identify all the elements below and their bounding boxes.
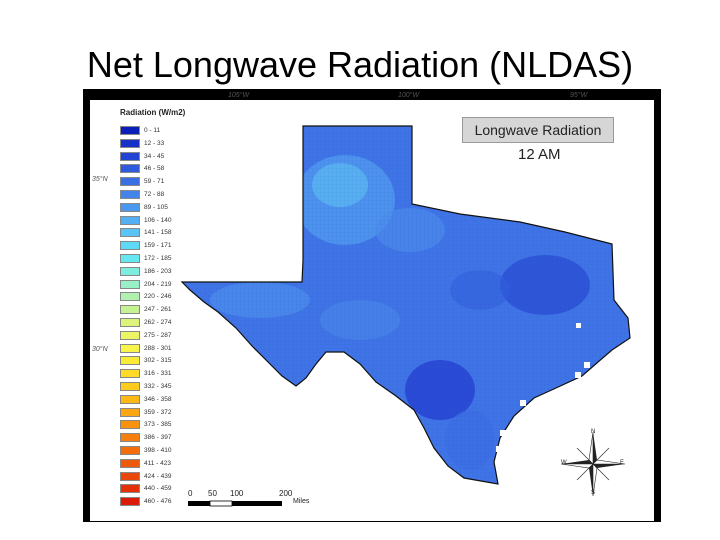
legend-label: 159 - 171 <box>144 242 172 250</box>
legend-swatch <box>120 330 140 340</box>
latitude-label-35n: 35°N <box>92 176 108 183</box>
scale-tick-100: 100 <box>230 489 244 498</box>
legend-label: 332 - 345 <box>144 383 172 390</box>
legend-swatch <box>120 420 140 430</box>
time-label: 12 AM <box>518 146 561 163</box>
legend-label: 262 - 274 <box>144 319 172 326</box>
legend-label: 12 - 33 <box>144 139 165 147</box>
legend-swatch <box>120 471 140 481</box>
scale-tick-200: 200 <box>279 489 293 498</box>
legend-swatch <box>120 497 140 507</box>
scale-unit: Miles <box>293 498 310 505</box>
longitude-label-105w: 105°W <box>228 92 250 99</box>
legend-swatch <box>120 126 140 135</box>
scale-bar <box>188 500 282 507</box>
legend-swatch <box>120 433 140 443</box>
legend-label: 247 - 261 <box>144 306 172 314</box>
legend-swatch <box>120 190 140 199</box>
latitude-label-30n: 30°N <box>92 346 108 353</box>
legend-title: Radiation (W/m2) <box>120 108 186 117</box>
legend-label: 0 - 11 <box>144 127 161 134</box>
legend-label: 302 - 315 <box>144 357 172 365</box>
legend-swatch <box>120 138 140 148</box>
legend-label: 204 - 219 <box>144 280 172 288</box>
legend-swatch <box>120 446 140 455</box>
slide-title: Net Longwave Radiation (NLDAS) <box>86 44 634 85</box>
legend-swatch <box>120 151 140 161</box>
legend-label: 440 - 459 <box>144 485 172 493</box>
legend-swatch <box>120 382 140 391</box>
legend-swatch <box>120 266 140 276</box>
legend-label: 172 - 185 <box>144 255 172 262</box>
legend-swatch <box>120 241 140 251</box>
legend-label: 424 - 439 <box>144 472 172 480</box>
longitude-label-95w: 95°W <box>570 92 588 99</box>
legend-label: 398 - 410 <box>144 447 172 454</box>
legend-label: 411 - 423 <box>144 459 171 467</box>
legend-swatch <box>120 356 140 366</box>
legend-label: 89 - 105 <box>144 203 168 211</box>
longitude-label-100w: 100°W <box>398 92 420 99</box>
legend-label: 359 - 372 <box>144 408 172 416</box>
legend-swatch <box>120 279 140 289</box>
legend-label: 186 - 203 <box>144 267 172 275</box>
compass-n: N <box>591 429 596 435</box>
legend-label: 72 - 88 <box>144 191 165 198</box>
legend-swatch <box>120 202 140 212</box>
legend-label: 316 - 331 <box>144 370 172 378</box>
legend-swatch <box>120 164 140 174</box>
legend-label: 386 - 397 <box>144 434 172 442</box>
legend-label: 106 - 140 <box>144 216 172 224</box>
legend-swatch <box>120 177 140 187</box>
map-title-box: Longwave Radiation <box>462 117 614 143</box>
legend-swatch <box>120 394 140 404</box>
legend-swatch <box>120 318 140 327</box>
legend-swatch <box>120 254 140 263</box>
legend-label: 141 - 158 <box>144 229 172 237</box>
legend-swatch <box>120 484 140 494</box>
legend-label: 460 - 476 <box>144 498 172 506</box>
legend-label: 346 - 358 <box>144 395 172 403</box>
legend-swatch <box>120 305 140 315</box>
scale-tick-0: 0 <box>188 489 193 498</box>
legend-label: 275 - 287 <box>144 331 172 339</box>
legend-label: 373 - 385 <box>144 421 172 429</box>
legend-label: 59 - 71 <box>144 178 165 186</box>
compass-rose-icon <box>560 431 626 497</box>
legend-label: 46 - 58 <box>144 165 165 173</box>
compass-w: W <box>561 460 567 466</box>
legend-swatch <box>120 215 140 225</box>
legend-swatch <box>120 228 140 238</box>
legend-label: 288 - 301 <box>144 344 172 352</box>
legend-label: 34 - 45 <box>144 152 165 160</box>
legend-swatch <box>120 407 140 417</box>
legend-swatch <box>120 458 140 468</box>
legend-label: 220 - 246 <box>144 293 172 301</box>
scale-tick-50: 50 <box>208 489 217 498</box>
legend-swatch <box>120 369 140 379</box>
legend-swatch <box>120 292 140 302</box>
compass-e: E <box>620 460 625 466</box>
legend-swatch <box>120 343 140 353</box>
compass-s: S <box>591 490 596 496</box>
